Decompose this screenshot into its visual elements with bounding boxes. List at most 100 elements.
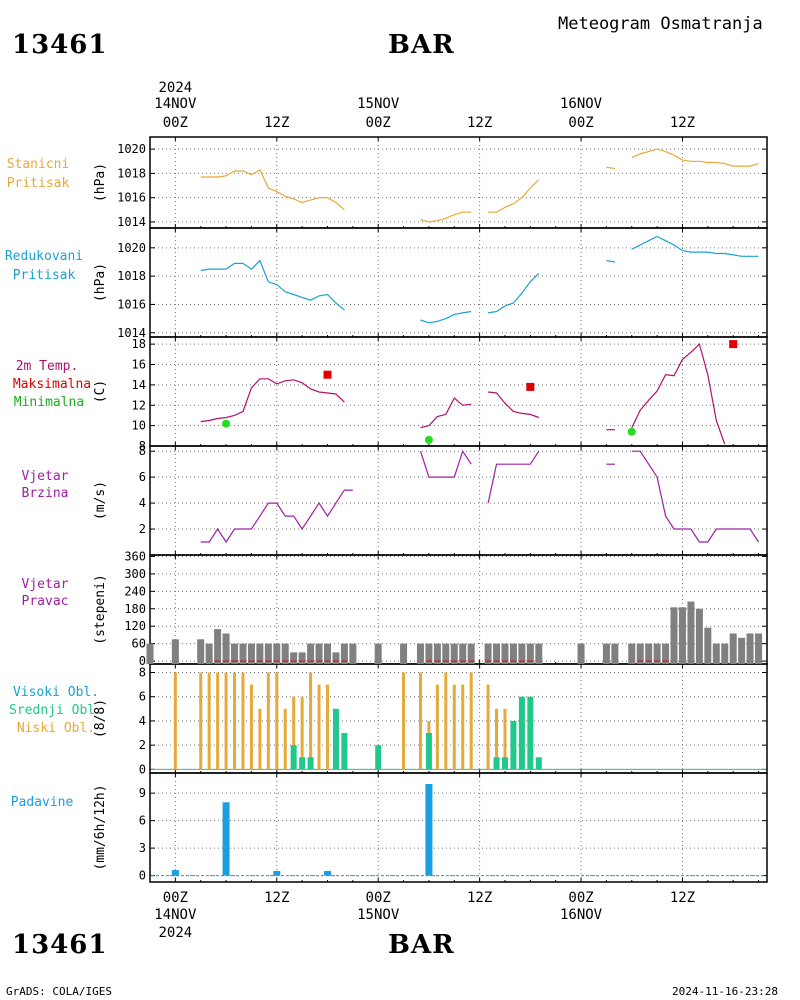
low-cloud-bar xyxy=(309,672,313,770)
mid-cloud-bar xyxy=(518,696,525,770)
unit-label: (m/s) xyxy=(93,481,108,520)
wind-direction-bar xyxy=(281,643,289,664)
panel-frame-p7 xyxy=(149,772,768,883)
wind-direction-bar xyxy=(197,639,205,664)
mid-cloud-bar xyxy=(307,757,314,770)
day-label-bottom: 15NOV xyxy=(357,907,400,923)
low-cloud-bar xyxy=(300,696,304,770)
y-tick-label: 8 xyxy=(139,665,146,679)
y-tick-label: 1014 xyxy=(117,326,146,340)
series-vjetar-brzina xyxy=(631,450,760,543)
wind-direction-bar xyxy=(298,652,306,664)
panel-label: Padavine xyxy=(11,795,74,810)
low-cloud-bar xyxy=(418,672,422,770)
unit-label: (hPa) xyxy=(93,263,108,302)
low-cloud-bar xyxy=(275,672,279,770)
wind-direction-bar xyxy=(653,643,661,664)
temp-max-marker xyxy=(323,370,332,379)
wind-direction-bar xyxy=(374,643,382,664)
unit-label: (C) xyxy=(93,380,108,403)
chart-title: Meteogram Osmatranja xyxy=(558,14,763,34)
wind-direction-bar xyxy=(247,643,255,664)
low-cloud-bar xyxy=(402,672,406,770)
panel-label: Visoki Obl. xyxy=(13,685,99,700)
mid-cloud-bar xyxy=(493,757,500,770)
hour-label-top: 12Z xyxy=(670,115,695,131)
panel-label: Maksimalna xyxy=(13,377,91,392)
wind-direction-bar xyxy=(239,643,247,664)
y-tick-label: 0 xyxy=(139,869,146,883)
y-tick-label: 4 xyxy=(139,714,146,728)
low-cloud-bar xyxy=(495,708,499,770)
footer-credit: GrADS: COLA/IGES xyxy=(6,985,112,998)
y-tick-label: 1016 xyxy=(117,191,146,205)
wind-direction-bar xyxy=(442,643,450,664)
series-vjetar-brzina xyxy=(487,450,540,504)
wind-direction-bar xyxy=(484,643,492,664)
series-redukovani-pritisak xyxy=(606,260,615,263)
series-redukovani-pritisak xyxy=(488,272,540,314)
y-tick-label: 1020 xyxy=(117,142,146,156)
wind-direction-bar xyxy=(712,643,720,664)
y-tick-label: 2 xyxy=(139,522,146,536)
mid-cloud-bar xyxy=(375,745,382,770)
low-cloud-bar xyxy=(503,708,507,770)
hour-label-top: 12Z xyxy=(467,115,492,131)
panel-label: 2m Temp. xyxy=(16,359,79,374)
mid-cloud-bar xyxy=(290,745,297,770)
y-tick-label: 0 xyxy=(139,654,146,668)
series-staticni-pritisak xyxy=(488,179,540,213)
station-name-top: BAR xyxy=(388,30,455,60)
year-label-bottom: 2024 xyxy=(158,925,192,941)
y-tick-label: 240 xyxy=(124,584,146,598)
wind-direction-bar xyxy=(501,643,509,664)
low-cloud-bar xyxy=(173,672,177,770)
y-tick-label: 8 xyxy=(139,439,146,453)
hour-label-top: 00Z xyxy=(366,115,391,131)
wind-direction-bar xyxy=(171,639,179,664)
wind-direction-bar xyxy=(433,643,441,664)
low-cloud-bar xyxy=(283,708,287,770)
wind-direction-bar xyxy=(738,637,746,664)
panel-label: Stanicni xyxy=(7,157,70,172)
wind-direction-bar xyxy=(231,643,239,664)
series-staticni-pritisak xyxy=(200,168,345,211)
mid-cloud-bar xyxy=(501,757,508,770)
mid-cloud-bar xyxy=(510,720,517,770)
precipitation-bar xyxy=(425,783,433,876)
series-redukovani-pritisak xyxy=(200,259,345,311)
precipitation-bar xyxy=(323,871,331,876)
wind-direction-bar xyxy=(307,643,315,664)
wind-direction-bar xyxy=(636,643,644,664)
y-tick-label: 360 xyxy=(124,549,146,563)
y-tick-label: 6 xyxy=(139,470,146,484)
wind-direction-bar xyxy=(416,643,424,664)
wind-direction-bar xyxy=(273,643,281,664)
hour-label-bottom: 00Z xyxy=(163,890,188,906)
series-temperatura xyxy=(200,378,345,423)
panel-label: Pravac xyxy=(22,594,69,609)
low-cloud-bar xyxy=(258,708,262,770)
wind-direction-bar xyxy=(146,643,154,664)
wind-direction-bar xyxy=(662,643,670,664)
wind-direction-bar xyxy=(746,633,754,664)
hour-label-bottom: 12Z xyxy=(467,890,492,906)
unit-label: (stepeni) xyxy=(93,574,108,644)
wind-direction-bar xyxy=(349,643,357,664)
y-tick-label: 6 xyxy=(139,814,146,828)
y-tick-label: 14 xyxy=(132,378,146,392)
panel-frame-p2 xyxy=(149,227,768,338)
temp-max-marker xyxy=(729,340,738,349)
y-tick-label: 120 xyxy=(124,619,146,633)
wind-direction-bar xyxy=(509,643,517,664)
wind-direction-bar xyxy=(535,643,543,664)
wind-direction-bar xyxy=(729,633,737,664)
y-tick-label: 10 xyxy=(132,419,146,433)
panel-label: Srednji Obl. xyxy=(9,703,103,718)
wind-direction-bar xyxy=(518,643,526,664)
series-staticni-pritisak xyxy=(606,166,615,170)
wind-direction-bar xyxy=(340,643,348,664)
panel-label: Pritisak xyxy=(13,268,76,283)
hour-label-top: 12Z xyxy=(264,115,289,131)
y-tick-label: 16 xyxy=(132,358,146,372)
